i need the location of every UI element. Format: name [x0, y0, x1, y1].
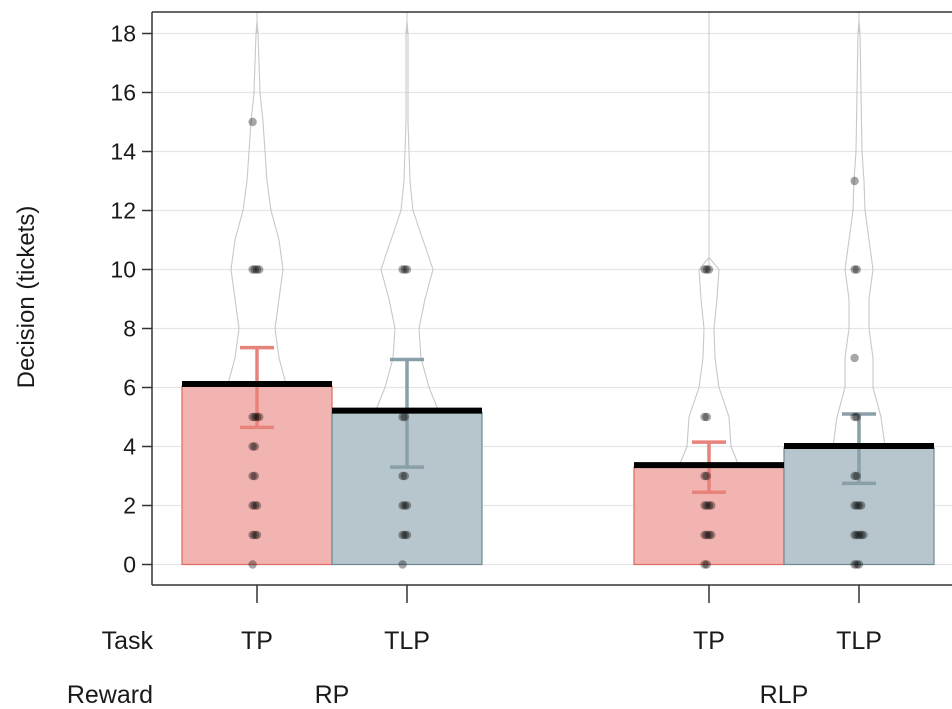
data-point: [248, 530, 257, 540]
y-tick-label: 6: [123, 375, 136, 401]
data-point: [248, 412, 257, 422]
data-point: [402, 501, 412, 510]
data-point: [248, 501, 257, 510]
y-tick-label: 4: [123, 434, 136, 460]
data-point: [250, 442, 259, 451]
data-point: [704, 501, 714, 510]
data-point: [248, 560, 257, 569]
data-point: [850, 471, 859, 481]
data-point: [250, 530, 259, 540]
data-point: [398, 530, 407, 540]
data-point: [700, 471, 709, 481]
data-point: [702, 530, 711, 540]
data-point: [700, 501, 709, 510]
data-point: [400, 501, 409, 510]
data-point: [700, 560, 709, 569]
data-point: [248, 265, 257, 274]
data-point: [700, 530, 709, 540]
y-tick-label: 2: [123, 493, 136, 519]
data-points: [248, 117, 868, 569]
y-tick-label: 16: [110, 80, 136, 106]
data-point: [857, 501, 866, 510]
data-point: [402, 265, 412, 274]
y-tick-label: 10: [110, 257, 136, 283]
data-point: [852, 412, 861, 422]
data-point: [255, 412, 264, 422]
task-label: TLP: [384, 627, 430, 655]
data-point: [255, 265, 264, 274]
data-point: [704, 265, 714, 274]
task-label: TLP: [836, 627, 882, 655]
reward-label: RLP: [760, 681, 809, 709]
data-point: [398, 265, 407, 274]
data-point: [400, 412, 409, 422]
data-point: [857, 530, 866, 540]
data-point: [850, 560, 859, 569]
data-point: [248, 117, 257, 127]
data-point: [400, 530, 409, 540]
data-point: [854, 530, 864, 540]
data-point: [707, 530, 716, 540]
data-point: [402, 530, 412, 540]
data-point: [850, 501, 859, 510]
data-point: [252, 530, 262, 540]
task-label: TP: [693, 627, 725, 655]
mean-lines: [182, 381, 934, 469]
data-point: [398, 560, 407, 569]
data-point: [852, 471, 861, 481]
data-point: [248, 442, 257, 451]
data-point: [252, 265, 262, 274]
data-point: [850, 353, 859, 363]
data-point: [854, 501, 864, 510]
data-point: [852, 265, 861, 274]
data-point: [704, 530, 714, 540]
data-point: [707, 501, 716, 510]
y-axis-title: Decision (tickets): [13, 206, 40, 389]
data-point: [250, 412, 259, 422]
bars: [181, 385, 935, 566]
data-point: [852, 501, 861, 510]
data-point: [398, 501, 407, 510]
data-point: [700, 265, 709, 274]
task-label: TP: [241, 627, 273, 655]
y-tick-label: 12: [110, 198, 136, 224]
data-point: [852, 560, 861, 569]
data-point: [859, 530, 868, 540]
data-point: [702, 501, 711, 510]
data-point: [252, 501, 262, 510]
data-point: [850, 412, 859, 422]
data-point: [250, 501, 259, 510]
data-point: [702, 265, 711, 274]
data-point: [850, 530, 859, 540]
category-labels: TP TLP TP TLP RP RLP: [241, 627, 882, 709]
y-tick-label: 14: [110, 139, 136, 165]
y-tick-label: 0: [123, 552, 136, 578]
task-factor-label: Task: [102, 627, 154, 655]
y-tick-label: 18: [110, 21, 136, 47]
data-point: [702, 471, 711, 481]
data-point: [398, 412, 407, 422]
reward-label: RP: [315, 681, 350, 709]
data-point: [398, 471, 407, 481]
data-point: [400, 265, 409, 274]
data-point: [252, 412, 262, 422]
data-point: [702, 560, 711, 569]
data-point: [852, 530, 861, 540]
data-point: [702, 412, 711, 422]
data-point: [850, 176, 859, 186]
y-tick-label: 8: [123, 316, 136, 342]
reward-factor-label: Reward: [67, 681, 153, 709]
data-point: [250, 471, 259, 481]
axes: 0 2 4 6 8 10 12 14 16 18: [110, 11, 952, 603]
data-point: [700, 412, 709, 422]
data-point: [250, 265, 259, 274]
data-point: [248, 471, 257, 481]
data-point: [850, 265, 859, 274]
data-point: [854, 560, 864, 569]
data-point: [400, 471, 409, 481]
